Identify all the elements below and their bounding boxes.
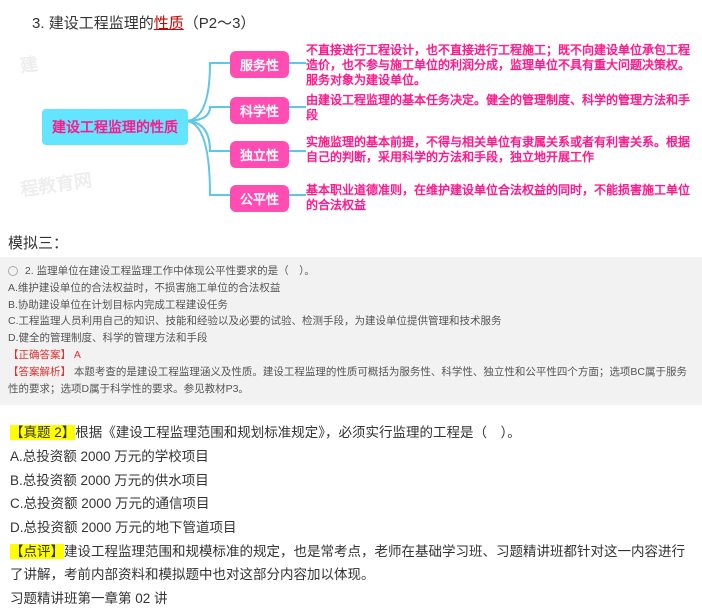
title-pre: 建设工程监理的 bbox=[49, 15, 154, 32]
sim-exp-val: 本题考查的是建设工程监理涵义及性质。建设工程监理的性质可概括为服务性、科学性、独… bbox=[8, 366, 687, 395]
real-review-row: 【点评】建设工程监理范围和规模标准的规定，也是常考点，老师在基础学习班、习题精讲… bbox=[10, 540, 692, 587]
sim-ans-val: A bbox=[74, 349, 81, 361]
real-review: 建设工程监理范围和规模标准的规定，也是常考点，老师在基础学习班、习题精讲班都针对… bbox=[10, 544, 685, 583]
mindmap-node-service: 服务性 bbox=[230, 51, 289, 78]
sim-exp-label: 【答案解析】 bbox=[8, 366, 71, 378]
sim-stem-row: 2. 监理单位在建设工程监理工作中体现公平性要求的是（ ）。 bbox=[8, 263, 694, 280]
mindmap-desc-science: 由建设工程监理的基本任务决定。健全的管理制度、科学的管理方法和手段 bbox=[306, 93, 692, 123]
sim-opt-a: A.维护建设单位的合法权益时，不损害施工单位的合法权益 bbox=[8, 280, 694, 297]
sim-opt-c: C.工程监理人员利用自己的知识、技能和经验以及必要的试验、检测手段，为建设单位提… bbox=[8, 313, 694, 330]
mindmap-desc-service: 不直接进行工程设计，也不直接进行工程施工；既不向建设单位承包工程造价，也不参与施… bbox=[306, 43, 692, 88]
sim-q-stem: 监理单位在建设工程监理工作中体现公平性要求的是（ ）。 bbox=[37, 265, 315, 277]
sim-q-num: 2. bbox=[25, 265, 34, 277]
radio-icon bbox=[8, 266, 18, 276]
mindmap-node-fairness: 公平性 bbox=[230, 185, 289, 212]
mindmap-node-science: 科学性 bbox=[230, 97, 289, 124]
real-opt-c: C.总投资额 2000 万元的通信项目 bbox=[10, 492, 692, 516]
sim-opt-b: B.协助建设单位在计划目标内完成工程建设任务 bbox=[8, 297, 694, 314]
title-key: 性质 bbox=[154, 15, 184, 32]
sim-title: 模拟三： bbox=[0, 228, 702, 257]
title-suf: （P2～3） bbox=[184, 15, 256, 32]
mindmap-node-independence: 独立性 bbox=[230, 141, 289, 168]
real-stem: 根据《建设工程监理范围和规划标准规定》，必须实行监理的工程是（ ）。 bbox=[75, 425, 521, 440]
real-opt-d: D.总投资额 2000 万元的地下管道项目 bbox=[10, 516, 692, 540]
sim-answer-row: 【正确答案】 A bbox=[8, 347, 694, 364]
sim-question-block: 2. 监理单位在建设工程监理工作中体现公平性要求的是（ ）。 A.维护建设单位的… bbox=[0, 257, 702, 405]
real-tag: 【真题 2】 bbox=[10, 425, 75, 440]
mindmap-root: 建设工程监理的性质 bbox=[42, 109, 188, 145]
section-title: 3. 建设工程监理的性质（P2～3） bbox=[0, 0, 702, 41]
mindmap-desc-independence: 实施监理的基本前提，不得与相关单位有隶属关系或者有利害关系。根据自己的判断，采用… bbox=[306, 135, 692, 165]
real-opt-a: A.总投资额 2000 万元的学校项目 bbox=[10, 445, 692, 469]
real-question-block: 【真题 2】根据《建设工程监理范围和规划标准规定》，必须实行监理的工程是（ ）。… bbox=[0, 405, 702, 614]
real-opt-b: B.总投资额 2000 万元的供水项目 bbox=[10, 469, 692, 493]
real-review-tag: 【点评】 bbox=[10, 544, 64, 559]
sim-ans-label: 【正确答案】 bbox=[8, 349, 71, 361]
title-num: 3. bbox=[32, 15, 45, 32]
sim-opt-d: D.健全的管理制度、科学的管理方法和手段 bbox=[8, 330, 694, 347]
sim-explain-row: 【答案解析】 本题考查的是建设工程监理涵义及性质。建设工程监理的性质可概括为服务… bbox=[8, 364, 694, 398]
mindmap-desc-fairness: 基本职业道德准则，在维护建设单位合法权益的同时，不能损害施工单位的合法权益 bbox=[306, 183, 692, 213]
real-ref: 习题精讲班第一章第 02 讲 bbox=[10, 587, 692, 611]
real-stem-row: 【真题 2】根据《建设工程监理范围和规划标准规定》，必须实行监理的工程是（ ）。 bbox=[10, 421, 692, 445]
mindmap: 建 程教育网 建设工程监理的性质 服务性 科学性 独立性 公平性 不直接进行工程… bbox=[10, 41, 692, 216]
